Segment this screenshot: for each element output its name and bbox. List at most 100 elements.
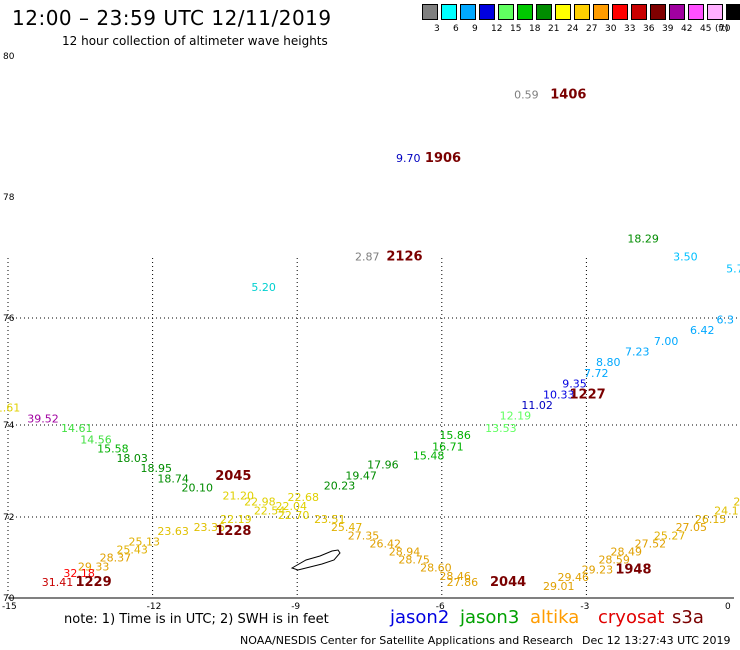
jan-mayen-island [290, 549, 341, 571]
wave-height-value: 20.10 [182, 482, 214, 495]
satellite-legend-jason2: jason2 [390, 607, 450, 628]
wave-height-value: 26.15 [695, 513, 727, 526]
scale-swatch [479, 4, 495, 20]
wave-height-value: 15.48 [413, 450, 445, 463]
lat-label: 72 [3, 513, 14, 523]
wave-height-value: 28.60 [420, 562, 452, 575]
wave-height-value: 2.87 [355, 251, 380, 264]
scale-swatch [498, 4, 514, 20]
pass-time-label: 2126 [386, 250, 422, 265]
wave-height-value: 39.52 [27, 412, 58, 425]
scale-label: 42 [681, 24, 693, 34]
wave-height-value: 5.74 [726, 263, 740, 276]
satellite-legend-jason3: jason3 [460, 607, 520, 628]
scale-label: 18 [529, 24, 541, 34]
wave-height-value: 27.86 [447, 576, 479, 589]
scale-swatch [593, 4, 609, 20]
wave-height-value: 17.96 [367, 459, 399, 472]
scale-swatch [460, 4, 476, 20]
lon-label: 0 [725, 602, 731, 612]
footnote: note: 1) Time is in UTC; 2) SWH is in fe… [64, 612, 329, 627]
wave-height-value: 6.3 [717, 313, 735, 326]
wave-height-value: 28.59 [598, 554, 630, 567]
lon-label: -6 [436, 602, 445, 612]
wave-height-value: 22.04 [276, 500, 308, 513]
pass-time-label: 1228 [215, 524, 251, 539]
wave-height-value: 3.50 [673, 251, 698, 264]
scale-swatch [688, 4, 704, 20]
pass-time-label: 1906 [425, 151, 461, 166]
wave-height-value: 29.01 [543, 580, 575, 593]
scale-label: 24 [567, 24, 579, 34]
scale-label: 30 [605, 24, 617, 34]
wave-height-value: 10.33 [543, 388, 575, 401]
scale-swatch [631, 4, 647, 20]
satellite-legend-cryosat: cryosat [598, 607, 665, 628]
wave-height-value: 13.53 [485, 422, 517, 435]
scale-swatch [422, 4, 438, 20]
wave-height-value: 6.42 [690, 324, 715, 337]
pass-time-label: 2044 [490, 575, 526, 590]
wave-height-value: 25.13 [129, 535, 161, 548]
wave-height-value: 22.54 [254, 505, 286, 518]
map-subtitle: 12 hour collection of altimeter wave hei… [62, 34, 328, 48]
wave-height-value: 14.56 [80, 433, 112, 446]
scale-label: 21 [548, 24, 560, 34]
generation-timestamp: Dec 12 13:27:43 UTC 2019 [582, 634, 731, 647]
lat-label: 78 [3, 193, 15, 203]
scale-swatch [612, 4, 628, 20]
wave-height-value: 5.20 [251, 281, 276, 294]
wave-height-value: 29.33 [78, 560, 110, 573]
wave-height-value: 29.23 [582, 564, 614, 577]
scale-label: 3 [434, 24, 440, 34]
wave-height-value: 31.41 [42, 576, 74, 589]
wave-height-value: 32.18 [63, 567, 95, 580]
lat-label: 74 [3, 421, 15, 431]
lon-label: -3 [580, 602, 589, 612]
scale-label: 9 [472, 24, 478, 34]
credit-line: NOAA/NESDIS Center for Satellite Applica… [240, 634, 574, 647]
wave-height-value: 28.46 [439, 570, 471, 583]
wave-height-value: 28.37 [100, 552, 132, 565]
wave-height-value: 23.36 [194, 521, 226, 534]
scale-label: 39 [662, 24, 674, 34]
scale-label: 15 [510, 24, 522, 34]
lon-label: -12 [147, 602, 162, 612]
scale-swatch [517, 4, 533, 20]
pass-time-label: 2045 [215, 469, 251, 484]
wave-height-value: 7.00 [654, 335, 679, 348]
scale-label: 12 [491, 24, 503, 34]
wave-height-value: 9.70 [396, 152, 421, 165]
pass-time-label: 1406 [550, 87, 586, 102]
wave-height-value: 19.47 [345, 469, 377, 482]
scale-label: 36 [643, 24, 655, 34]
wave-height-value: 21.20 [222, 490, 254, 503]
wave-height-value: 18.74 [157, 473, 189, 486]
wave-height-value: 28.49 [611, 545, 643, 558]
wave-height-value: 20.23 [324, 479, 356, 492]
wave-height-value: 18.29 [627, 232, 659, 245]
wave-height-value: 23.51 [314, 513, 346, 526]
scale-swatch [669, 4, 685, 20]
scale-swatch [707, 4, 723, 20]
wave-height-value: 18.95 [141, 462, 173, 475]
pass-time-label: 1227 [570, 387, 606, 402]
lat-label: 80 [3, 52, 15, 62]
wave-height-value: 29.46 [557, 571, 589, 584]
wave-height-value: 27.52 [635, 537, 667, 550]
scale-label: 27 [586, 24, 598, 34]
wave-height-value: 0.59 [514, 88, 539, 101]
wave-height-value: 28.75 [398, 554, 430, 567]
scale-swatch [574, 4, 590, 20]
lon-label: -9 [291, 602, 300, 612]
scale-label: 6 [453, 24, 459, 34]
wave-height-value: 27.05 [676, 521, 708, 534]
lon-label: -15 [2, 602, 17, 612]
scale-label: 45 [700, 24, 712, 34]
wave-height-value: 22.68 [288, 491, 320, 504]
wave-height-value: 21.61 [0, 402, 20, 415]
wave-height-value: 22.19 [220, 513, 252, 526]
wave-height-value: 7.23 [625, 345, 650, 358]
pass-time-label: 1229 [75, 575, 111, 590]
